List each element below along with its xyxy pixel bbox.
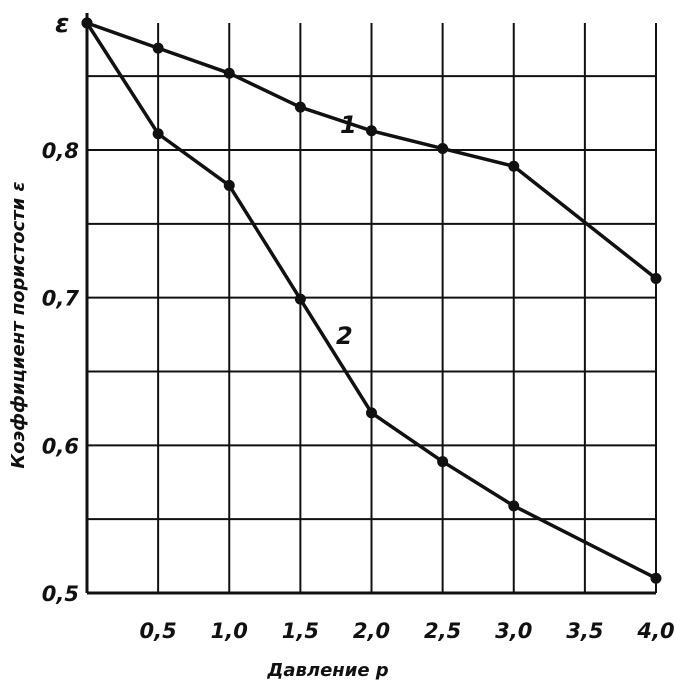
y-tick-label-0: 0,5: [42, 582, 79, 606]
data-point-series-1-6: [508, 160, 520, 172]
y-tick-label-1: 0,6: [42, 434, 79, 458]
data-point-series-2-4: [366, 407, 377, 419]
series-line-2: [85, 22, 657, 580]
grid: [87, 23, 657, 593]
data-point-series-2-1: [152, 128, 164, 140]
data-point-series-2-5: [437, 456, 449, 468]
x-tick-label-0: 0,5: [140, 619, 177, 643]
data-point-series-2-2: [223, 179, 235, 191]
data-point-series-1-1: [152, 42, 164, 54]
x-tick-label-4: 2,5: [424, 619, 461, 643]
x-tick-label-7: 4,0: [636, 619, 674, 643]
series-line-1: [86, 21, 658, 280]
series-label-2: 2: [336, 322, 353, 350]
data-point-series-2-0: [81, 17, 93, 29]
x-tick-label-6: 3,5: [566, 619, 603, 643]
x-axis-title: Давление p: [266, 660, 388, 681]
y-axis-symbol: ε: [55, 9, 69, 39]
x-tick-label-5: 3,0: [495, 619, 532, 643]
series-lines: [85, 21, 658, 580]
x-tick-label-1: 1,0: [211, 619, 248, 643]
data-point-series-2-7: [650, 572, 662, 584]
data-point-series-2-3: [294, 293, 306, 305]
data-point-series-2-6: [508, 500, 520, 512]
data-point-series-1-7: [650, 272, 662, 284]
tick-labels: 0,5 1,0 1,5 2,0 2,5 3,0 3,5 4,0 0,5 0,6 0,7 0,8: [42, 139, 675, 643]
x-tick-label-2: 1,5: [282, 619, 319, 643]
series-label-1: 1: [340, 111, 357, 139]
y-tick-label-3: 0,8: [42, 139, 79, 163]
x-tick-label-3: 2,0: [353, 619, 390, 643]
y-tick-label-2: 0,7: [42, 287, 80, 311]
plot-frame: [85, 13, 656, 595]
data-point-series-1-2: [223, 67, 235, 79]
data-point-series-1-4: [366, 125, 377, 137]
y-axis-title: Коэффициент пористости ε: [8, 181, 29, 468]
data-point-series-1-3: [294, 101, 306, 113]
data-point-series-1-5: [437, 143, 449, 155]
data-points: [81, 17, 662, 584]
